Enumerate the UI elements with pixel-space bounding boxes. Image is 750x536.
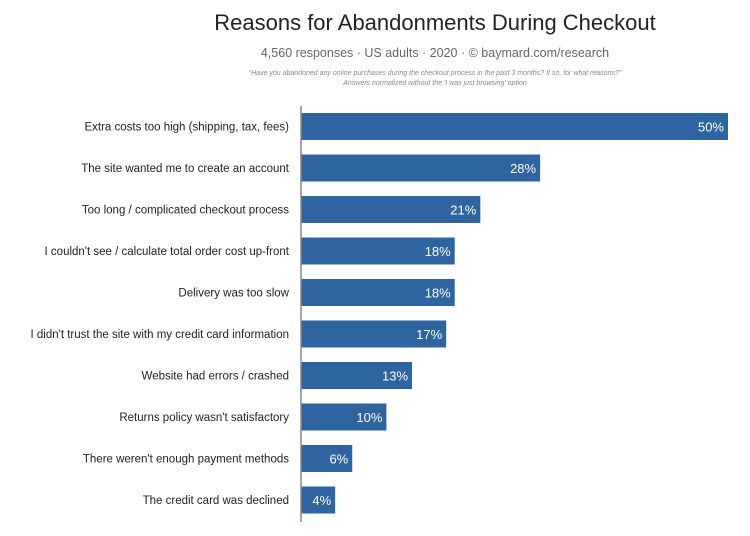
category-label: The site wanted me to create an account bbox=[81, 163, 290, 175]
value-label: 50% bbox=[698, 120, 724, 135]
category-label: I couldn't see / calculate total order c… bbox=[45, 246, 290, 258]
bar bbox=[301, 320, 447, 348]
bar bbox=[301, 362, 413, 389]
category-label: There weren't enough payment methods bbox=[83, 454, 289, 466]
bar bbox=[301, 486, 336, 514]
bar bbox=[301, 196, 481, 223]
bar bbox=[301, 113, 728, 140]
bar bbox=[301, 154, 541, 182]
survey-note: Answers normalized without the 'I was ju… bbox=[343, 80, 527, 87]
chart-question: "Have you abandoned any online purchases… bbox=[0, 69, 750, 89]
bar bbox=[301, 237, 455, 265]
bar bbox=[301, 445, 353, 472]
bar bbox=[301, 279, 455, 306]
bar bbox=[301, 403, 387, 431]
value-label: 13% bbox=[382, 369, 408, 384]
value-label: 18% bbox=[425, 244, 451, 259]
value-label: 4% bbox=[312, 493, 331, 508]
value-label: 10% bbox=[356, 410, 382, 425]
category-label: Returns policy wasn't satisfactory bbox=[119, 412, 289, 424]
value-label: 28% bbox=[510, 161, 536, 176]
value-label: 18% bbox=[425, 286, 451, 301]
chart-subtitle: 4,560 responses · US adults · 2020 · © b… bbox=[260, 46, 610, 60]
category-label: I didn't trust the site with my credit c… bbox=[31, 329, 290, 341]
category-label: Too long / complicated checkout process bbox=[82, 205, 289, 217]
category-label: Extra costs too high (shipping, tax, fee… bbox=[84, 122, 289, 134]
category-label: Website had errors / crashed bbox=[142, 371, 289, 383]
value-label: 6% bbox=[329, 452, 348, 467]
survey-question: "Have you abandoned any online purchases… bbox=[248, 70, 622, 77]
chart-title: Reasons for Abandonments During Checkout bbox=[214, 10, 656, 35]
category-label: Delivery was too slow bbox=[178, 288, 289, 300]
value-label: 21% bbox=[450, 203, 476, 218]
value-label: 17% bbox=[416, 327, 442, 342]
category-label: The credit card was declined bbox=[143, 495, 289, 507]
